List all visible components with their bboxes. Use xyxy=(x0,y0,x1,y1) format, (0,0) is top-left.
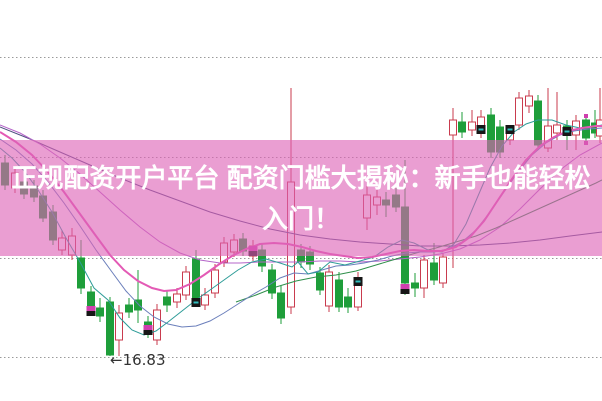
buy-signal-marker xyxy=(143,325,153,330)
candle-body xyxy=(335,279,343,308)
sell-signal-marker xyxy=(478,128,484,131)
buy-signal-marker xyxy=(86,306,96,311)
buy-signal-marker xyxy=(86,311,96,316)
candle-body xyxy=(153,309,161,341)
candle-body xyxy=(449,119,457,136)
candle-body xyxy=(553,124,561,134)
candle-body xyxy=(163,296,171,306)
signal-dot xyxy=(584,114,588,118)
buy-signal-marker xyxy=(400,289,410,294)
candle-body xyxy=(77,257,85,289)
candle-body xyxy=(182,271,190,296)
candle-body xyxy=(344,296,352,308)
promo-banner-line2: 入门！ xyxy=(261,203,340,234)
buy-signal-marker xyxy=(143,330,153,335)
candle-body xyxy=(439,256,447,284)
candle-body xyxy=(325,271,333,307)
candle-body xyxy=(115,312,123,341)
sell-signal-marker xyxy=(507,128,513,131)
candle-body xyxy=(458,121,466,133)
candle-body xyxy=(411,282,419,289)
candle-body xyxy=(430,262,438,281)
candle-body xyxy=(420,259,428,289)
candle-body xyxy=(468,121,476,131)
candle-body xyxy=(268,269,276,294)
sell-signal-marker xyxy=(193,301,199,304)
candle-body xyxy=(87,291,95,308)
candle-body xyxy=(316,272,324,291)
candle-body xyxy=(525,95,533,107)
candle-body xyxy=(125,304,133,313)
candle-body xyxy=(211,269,219,294)
candle-body xyxy=(534,100,542,146)
candle-body xyxy=(277,292,285,319)
buy-signal-marker xyxy=(400,284,410,289)
candle-body xyxy=(201,294,209,306)
sell-signal-marker xyxy=(355,280,361,283)
candle-body xyxy=(515,97,523,126)
promo-banner: 正规配资开户平台 配资门槛大揭秘：新手也能轻松 入门！ xyxy=(0,140,602,256)
candle-body xyxy=(173,293,181,303)
low-price-annotation: ←16.83 xyxy=(110,351,166,369)
sell-signal-marker xyxy=(564,130,570,133)
candle-body xyxy=(106,301,114,356)
candle-body xyxy=(96,307,104,317)
promo-banner-line1: 正规配资开户平台 配资门槛大揭秘：新手也能轻松 xyxy=(11,162,591,193)
candle-body xyxy=(134,299,142,311)
